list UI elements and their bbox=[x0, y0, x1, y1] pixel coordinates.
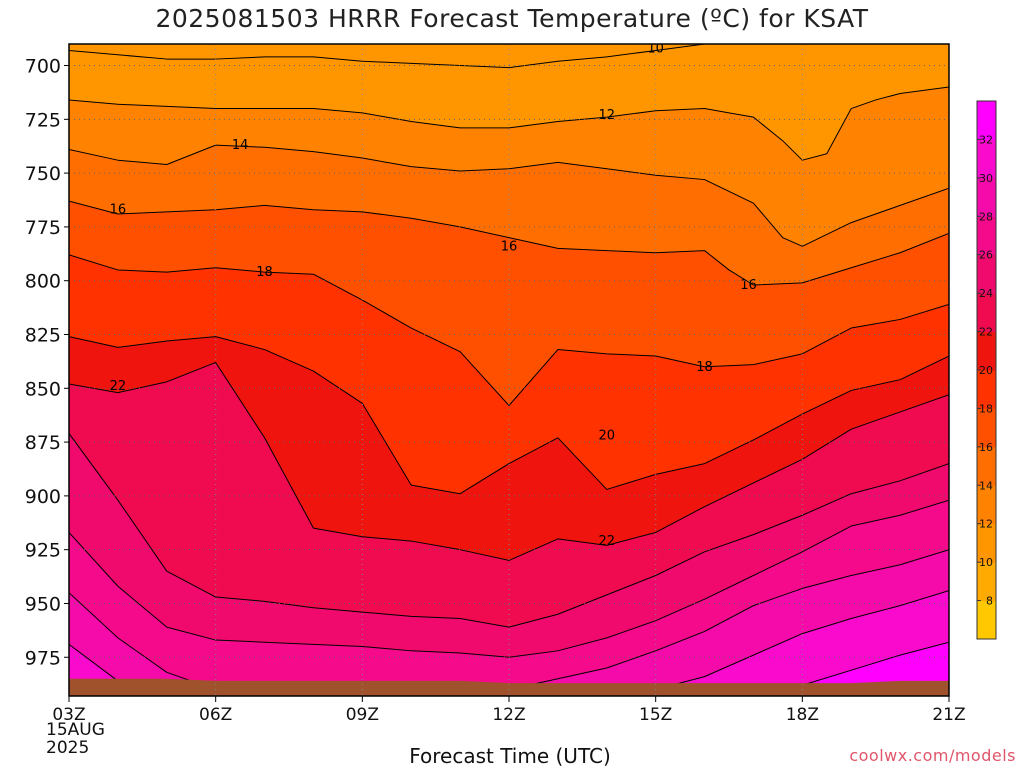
contour-label-12: 12 bbox=[599, 108, 616, 123]
colorbar-swatch bbox=[977, 446, 996, 486]
contour-line-24 bbox=[69, 433, 949, 628]
y-tick-label: 825 bbox=[25, 324, 61, 346]
y-tick-label: 925 bbox=[25, 540, 61, 562]
contour-label-22: 22 bbox=[110, 379, 127, 394]
x-tick-label: 18Z bbox=[786, 705, 819, 725]
colorbar-swatch bbox=[977, 177, 996, 217]
x-tick-label: 06Z bbox=[199, 705, 232, 725]
y-tick-label: 900 bbox=[25, 486, 61, 508]
y-tick-label: 750 bbox=[25, 163, 61, 185]
colorbar-swatch bbox=[977, 408, 996, 448]
colorbar-label: 20 bbox=[979, 364, 993, 377]
contour-label-10: 10 bbox=[647, 41, 664, 56]
band-28 bbox=[69, 549, 949, 696]
contour-label-16: 16 bbox=[501, 239, 518, 254]
colorbar-swatch bbox=[977, 139, 996, 179]
colorbar-swatch bbox=[977, 523, 996, 563]
y-tick-label: 950 bbox=[25, 593, 61, 615]
colorbar-label: 32 bbox=[979, 133, 993, 146]
x-tick-label: 03Z bbox=[52, 705, 85, 725]
contour-line-18 bbox=[69, 254, 949, 407]
y-tick-label: 975 bbox=[25, 647, 61, 669]
colorbar-label: 10 bbox=[979, 556, 993, 569]
contour-line-14 bbox=[69, 144, 949, 247]
contour-label-22: 22 bbox=[599, 534, 616, 549]
colorbar-swatch bbox=[977, 254, 996, 294]
colorbar-swatch bbox=[977, 101, 996, 140]
contour-label-16: 16 bbox=[110, 203, 127, 218]
x-axis-label: Forecast Time (UTC) bbox=[409, 744, 611, 768]
y-tick-label: 850 bbox=[25, 378, 61, 400]
x-axis: 03Z 06Z 09Z 12Z 15Z 18Z 21Z bbox=[52, 696, 966, 725]
colorbar-label: 8 bbox=[986, 595, 993, 608]
colorbar-label: 18 bbox=[979, 402, 993, 415]
date-label-year: 2025 bbox=[46, 738, 90, 758]
contour-line-12 bbox=[69, 86, 949, 161]
x-tick-label: 12Z bbox=[492, 705, 525, 725]
colorbar-swatch bbox=[977, 562, 996, 602]
y-tick-label: 775 bbox=[25, 217, 61, 239]
colorbar-swatch bbox=[977, 370, 996, 409]
credit-link[interactable]: coolwx.com/models bbox=[849, 746, 1016, 765]
y-axis: 700 725 750 775 800 825 850 875 900 925 950 975 bbox=[25, 56, 69, 669]
contour-label-16: 16 bbox=[740, 278, 757, 293]
colorbar-label: 22 bbox=[979, 326, 993, 339]
colorbar-swatch bbox=[977, 485, 996, 525]
colorbar-label: 30 bbox=[979, 172, 993, 185]
colorbar-label: 26 bbox=[979, 249, 993, 262]
y-tick-label: 725 bbox=[25, 109, 61, 131]
y-tick-label: 875 bbox=[25, 432, 61, 454]
date-label-day: 15AUG bbox=[46, 720, 105, 740]
colorbar-label: 24 bbox=[979, 287, 993, 300]
ground-surface bbox=[69, 678, 949, 696]
colorbar-label: 28 bbox=[979, 210, 993, 223]
x-tick-label: 09Z bbox=[346, 705, 379, 725]
colorbar-swatch bbox=[977, 293, 996, 333]
colorbar-label: 16 bbox=[979, 441, 993, 454]
contour-label-14: 14 bbox=[232, 138, 249, 153]
contour-label-18: 18 bbox=[256, 265, 273, 280]
colorbar-swatch bbox=[977, 600, 996, 640]
band-30 bbox=[69, 590, 949, 696]
colorbar-swatch bbox=[977, 216, 996, 256]
y-tick-label: 800 bbox=[25, 271, 61, 293]
chart-title: 2025081503 HRRR Forecast Temperature (ºC… bbox=[155, 4, 869, 33]
x-tick-label: 15Z bbox=[639, 705, 672, 725]
contour-label-20: 20 bbox=[599, 429, 616, 444]
contour-label-18: 18 bbox=[696, 360, 713, 375]
x-tick-label: 21Z bbox=[932, 705, 965, 725]
colorbar-swatch bbox=[977, 331, 996, 371]
colorbar: 8 10 12 14 16 18 20 22 24 26 28 30 32 bbox=[976, 100, 997, 640]
contour-line-16 bbox=[69, 200, 949, 286]
colorbar-label: 12 bbox=[979, 518, 993, 531]
colorbar-label: 14 bbox=[979, 479, 993, 492]
y-tick-label: 700 bbox=[25, 56, 61, 78]
